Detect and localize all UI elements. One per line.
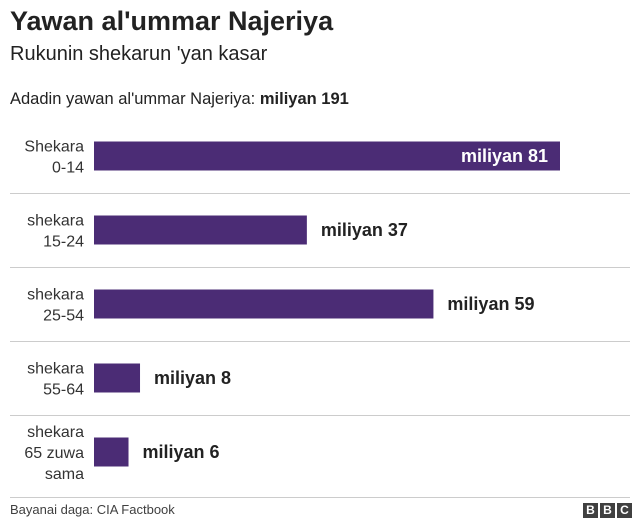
category-label-line: shekara: [27, 287, 84, 304]
total-label: Adadin yawan al'ummar Najeriya:: [10, 90, 256, 108]
category-label-line: 25-54: [43, 308, 84, 325]
category-label-line: shekara: [27, 361, 84, 378]
data-label: miliyan 59: [447, 294, 534, 314]
category-label-line: 0-14: [52, 160, 84, 177]
bar-chart: Shekara 0-14 miliyan 81 shekara 15-24 miliyan…: [10, 139, 630, 483]
chart-title: Yawan al'ummar Najeriya: [10, 6, 334, 36]
category-label: shekara 25-54: [27, 287, 84, 325]
category-label-line: shekara: [27, 213, 84, 230]
bar: [94, 363, 141, 393]
bbc-logo-letter: B: [600, 503, 615, 518]
data-label: miliyan 81: [461, 146, 548, 166]
bar: [94, 141, 560, 171]
chart-subtitle: Rukunin shekarun 'yan kasar: [10, 43, 268, 65]
category-label-line: 55-64: [43, 382, 84, 399]
category-label: shekara 55-64: [27, 361, 84, 399]
data-label: miliyan 6: [143, 442, 220, 462]
bbc-logo-letter: C: [617, 503, 632, 518]
category-label: shekara 65 zuwa sama: [24, 424, 84, 483]
category-label-line: shekara: [27, 424, 84, 441]
source-note: Bayanai daga: CIA Factbook: [10, 502, 175, 517]
data-label: miliyan 37: [321, 220, 408, 240]
bar: [94, 289, 434, 319]
bar: [94, 215, 307, 245]
category-label-line: 15-24: [43, 234, 84, 251]
total-value: miliyan 191: [259, 90, 349, 108]
category-label-line: 65 zuwa: [24, 445, 84, 462]
footer-divider: [10, 497, 630, 498]
data-label: miliyan 8: [154, 368, 231, 388]
bbc-logo-letter: B: [583, 503, 598, 518]
category-label: Shekara 0-14: [24, 139, 84, 177]
bar: [94, 437, 129, 467]
total-population: Adadin yawan al'ummar Najeriya: miliyan …: [10, 90, 349, 109]
category-label-line: Shekara: [24, 139, 84, 156]
category-label-line: sama: [45, 466, 84, 483]
bbc-logo: B B C: [583, 503, 632, 518]
category-label: shekara 15-24: [27, 213, 84, 251]
